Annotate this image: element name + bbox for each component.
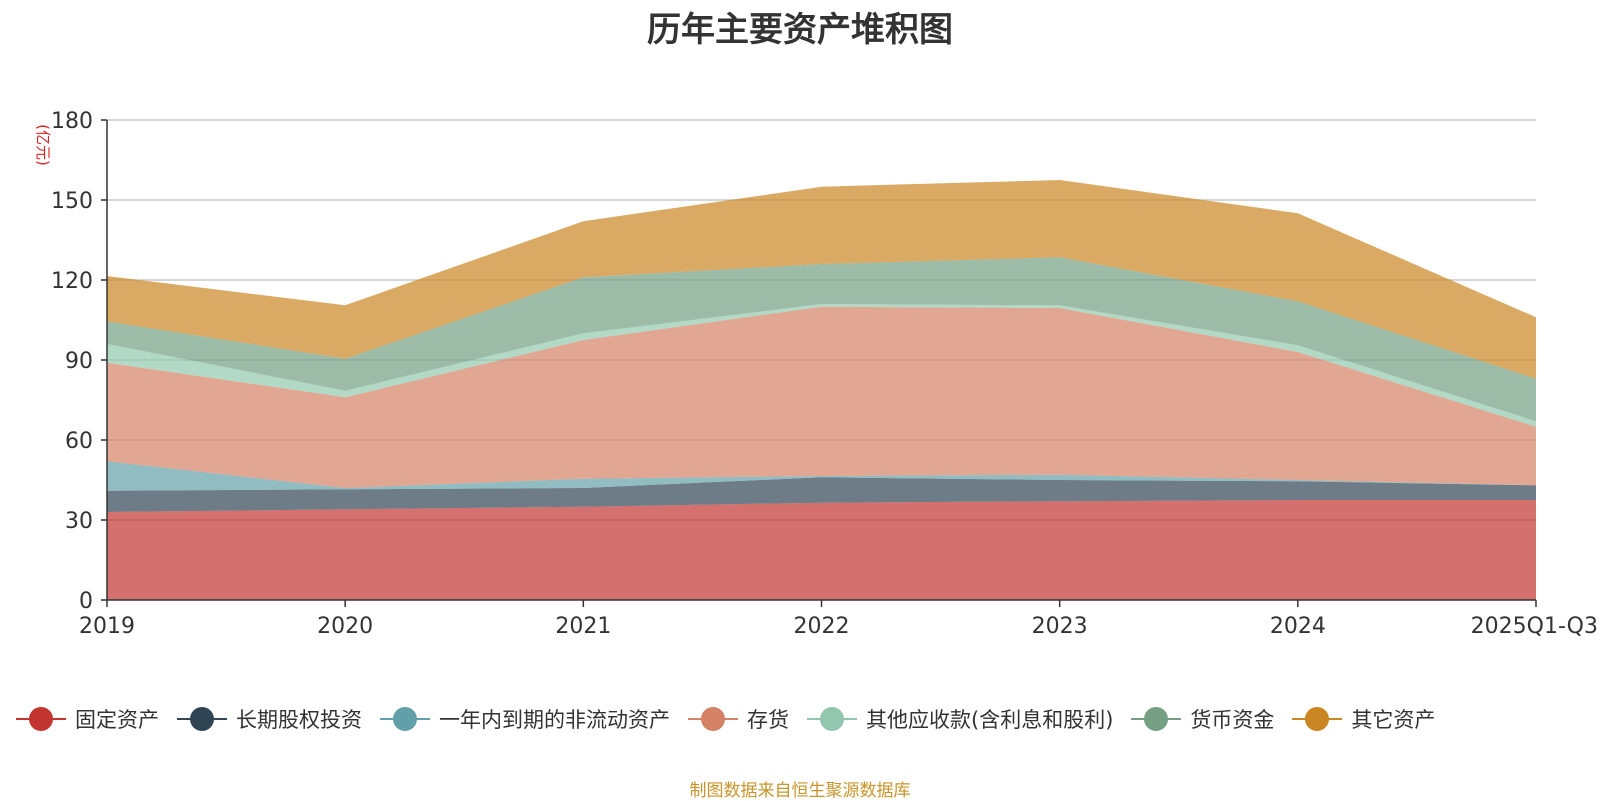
axis-layer: 0 30 60 90 120 150 180 2019 2020 2021 2022 2023 2024… (34, 109, 1598, 639)
chart-title: 历年主要资产堆积图 (647, 10, 953, 50)
y-tick-label: 30 (65, 509, 93, 534)
y-tick-label: 180 (51, 109, 93, 134)
source-note: 制图数据来自恒生聚源数据库 (689, 781, 911, 801)
legend-label: 一年内到期的非流动资产 (439, 708, 670, 732)
area-layer (107, 180, 1536, 600)
legend-marker-icon (1292, 707, 1343, 731)
y-tick-label: 90 (65, 349, 93, 374)
legend: 固定资产 长期股权投资 一年内到期的非流动资产 存货 其他应收款(含利息和股利) 货币资金… (16, 703, 1453, 735)
legend-item[interactable]: 一年内到期的非流动资产 (380, 704, 670, 734)
legend-label: 其他应收款(含利息和股利) (866, 708, 1114, 732)
y-unit-label: (亿元) (34, 124, 52, 166)
y-tick-label: 0 (79, 589, 93, 614)
y-tick-label: 150 (51, 189, 93, 214)
x-tick-label: 2023 (1032, 614, 1088, 639)
legend-label: 存货 (747, 708, 789, 732)
x-tick-label: 2021 (555, 614, 611, 639)
y-tick-label: 60 (65, 429, 93, 454)
legend-item[interactable]: 货币资金 (1131, 704, 1274, 734)
legend-marker-icon (807, 707, 857, 731)
legend-label: 长期股权投资 (236, 708, 362, 732)
legend-marker-icon (16, 707, 66, 731)
legend-label: 货币资金 (1190, 708, 1275, 732)
x-tick-label: 2019 (79, 614, 135, 639)
legend-marker-icon (177, 707, 227, 731)
legend-item[interactable]: 固定资产 (16, 704, 159, 734)
legend-item[interactable]: 长期股权投资 (177, 704, 362, 734)
y-tick-label: 120 (51, 269, 93, 294)
legend-marker-icon (380, 707, 430, 731)
area-series-3[interactable] (107, 306, 1536, 488)
area-series-1[interactable] (107, 477, 1536, 512)
legend-marker-icon (1131, 707, 1182, 731)
legend-item[interactable]: 其它资产 (1292, 704, 1435, 734)
area-series-0[interactable] (107, 500, 1536, 600)
legend-marker-icon (688, 707, 738, 731)
legend-label: 固定资产 (75, 708, 159, 732)
legend-item[interactable]: 其他应收款(含利息和股利) (807, 704, 1113, 734)
legend-label: 其它资产 (1351, 708, 1436, 732)
x-tick-label: 2020 (317, 614, 373, 639)
x-tick-label: 2024 (1270, 614, 1326, 639)
area-series-5[interactable] (107, 257, 1536, 422)
area-series-6[interactable] (107, 180, 1536, 379)
x-tick-label: 2022 (794, 614, 850, 639)
legend-item[interactable]: 存货 (688, 704, 789, 734)
x-tick-label: 2025Q1-Q3 (1471, 614, 1598, 639)
